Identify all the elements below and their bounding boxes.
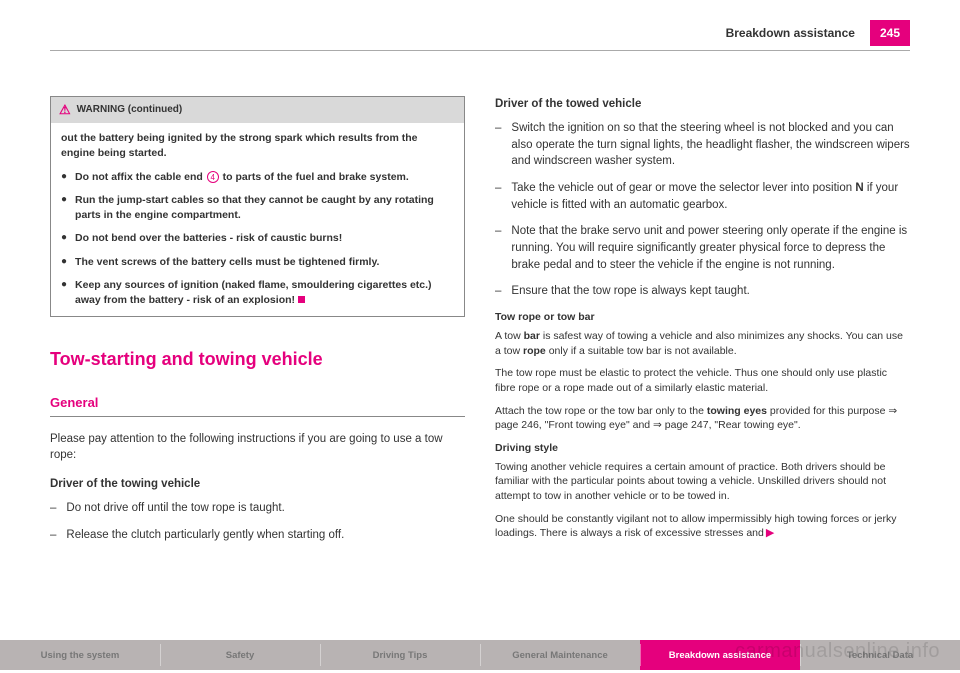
dash-icon: – <box>495 283 501 300</box>
list-text: Ensure that the tow rope is always kept … <box>511 283 749 300</box>
bullet-icon: ● <box>61 231 67 246</box>
tab-safety[interactable]: Safety <box>160 640 320 670</box>
list-item: – Release the clutch particularly gently… <box>50 527 465 544</box>
bullet-icon: ● <box>61 193 67 223</box>
bold-span: rope <box>523 345 546 357</box>
bold-span: towing eyes <box>707 405 767 417</box>
list-item: – Ensure that the tow rope is always kep… <box>495 283 910 300</box>
warning-icon: ⚠ <box>59 101 71 119</box>
driving-style-heading: Driving style <box>495 441 910 456</box>
tab-driving-tips[interactable]: Driving Tips <box>320 640 480 670</box>
text-span: Attach the tow rope or the tow bar only … <box>495 405 707 417</box>
warning-bullet: ● Do not bend over the batteries - risk … <box>61 231 454 246</box>
warning-box: ⚠ WARNING (continued) out the battery be… <box>50 96 465 317</box>
warning-bullet: ● Do not affix the cable end 4 to parts … <box>61 170 454 185</box>
list-text: Release the clutch particularly gently w… <box>66 527 344 544</box>
warning-header: ⚠ WARNING (continued) <box>51 97 464 123</box>
dash-icon: – <box>495 223 501 273</box>
end-square-icon <box>298 296 305 303</box>
subsection-title: General <box>50 394 465 416</box>
tab-breakdown-assistance[interactable]: Breakdown assistance <box>640 640 800 670</box>
towrope-p3: Attach the tow rope or the tow bar only … <box>495 404 910 433</box>
text-span: A tow <box>495 330 524 342</box>
page-number: 245 <box>870 20 910 46</box>
towrope-p1: A tow bar is safest way of towing a vehi… <box>495 329 910 358</box>
text-span: One should be constantly vigilant not to… <box>495 513 897 540</box>
list-item: – Note that the brake servo unit and pow… <box>495 223 910 273</box>
towing-heading: Driver of the towing vehicle <box>50 476 465 492</box>
bullet-icon: ● <box>61 170 67 185</box>
towrope-heading: Tow rope or tow bar <box>495 310 910 325</box>
dash-icon: – <box>495 120 501 170</box>
list-text: Do not drive off until the tow rope is t… <box>66 500 284 517</box>
warning-bullet: ● Run the jump-start cables so that they… <box>61 193 454 223</box>
bullet-icon: ● <box>61 255 67 270</box>
list-item: – Take the vehicle out of gear or move t… <box>495 180 910 213</box>
bullet-text: Run the jump-start cables so that they c… <box>75 193 454 223</box>
dash-icon: – <box>50 500 56 517</box>
bullet-post: to parts of the fuel and brake system. <box>220 171 409 183</box>
bullet-text: Do not affix the cable end 4 to parts of… <box>75 170 409 185</box>
bullet-text: The vent screws of the battery cells mus… <box>75 255 379 270</box>
bullet-pre: Do not affix the cable end <box>75 171 206 183</box>
warning-bullet: ● The vent screws of the battery cells m… <box>61 255 454 270</box>
header-title: Breakdown assistance <box>726 20 870 46</box>
bold-span: bar <box>524 330 540 342</box>
bullet-text: Do not bend over the batteries - risk of… <box>75 231 342 246</box>
header-divider <box>50 50 910 51</box>
continue-icon: ▶ <box>766 527 774 539</box>
list-text: Switch the ignition on so that the steer… <box>511 120 910 170</box>
list-text: Note that the brake servo unit and power… <box>511 223 910 273</box>
bullet-text: Keep any sources of ignition (naked flam… <box>75 278 454 308</box>
driving-style-p1: Towing another vehicle requires a certai… <box>495 460 910 504</box>
tab-general-maintenance[interactable]: General Maintenance <box>480 640 640 670</box>
tab-using-system[interactable]: Using the system <box>0 640 160 670</box>
text-span: only if a suitable tow bar is not availa… <box>546 345 737 357</box>
warning-bullet: ● Keep any sources of ignition (naked fl… <box>61 278 454 308</box>
circled-number: 4 <box>207 171 219 183</box>
bottom-tabs: Using the system Safety Driving Tips Gen… <box>0 640 960 670</box>
dash-icon: – <box>495 180 501 213</box>
list-item: – Do not drive off until the tow rope is… <box>50 500 465 517</box>
towrope-p2: The tow rope must be elastic to protect … <box>495 366 910 395</box>
tab-technical-data[interactable]: Technical Data <box>800 640 960 670</box>
intro-text: Please pay attention to the following in… <box>50 431 465 464</box>
towed-heading: Driver of the towed vehicle <box>495 96 910 112</box>
list-item: – Switch the ignition on so that the ste… <box>495 120 910 170</box>
list-text: Take the vehicle out of gear or move the… <box>511 180 910 213</box>
warning-intro: out the battery being ignited by the str… <box>61 131 454 161</box>
bullet-icon: ● <box>61 278 67 308</box>
warning-label: WARNING (continued) <box>77 103 183 117</box>
bullet-text-inner: Keep any sources of ignition (naked flam… <box>75 279 432 306</box>
section-title: Tow-starting and towing vehicle <box>50 347 465 372</box>
dash-icon: – <box>50 527 56 544</box>
driving-style-p2: One should be constantly vigilant not to… <box>495 512 910 542</box>
